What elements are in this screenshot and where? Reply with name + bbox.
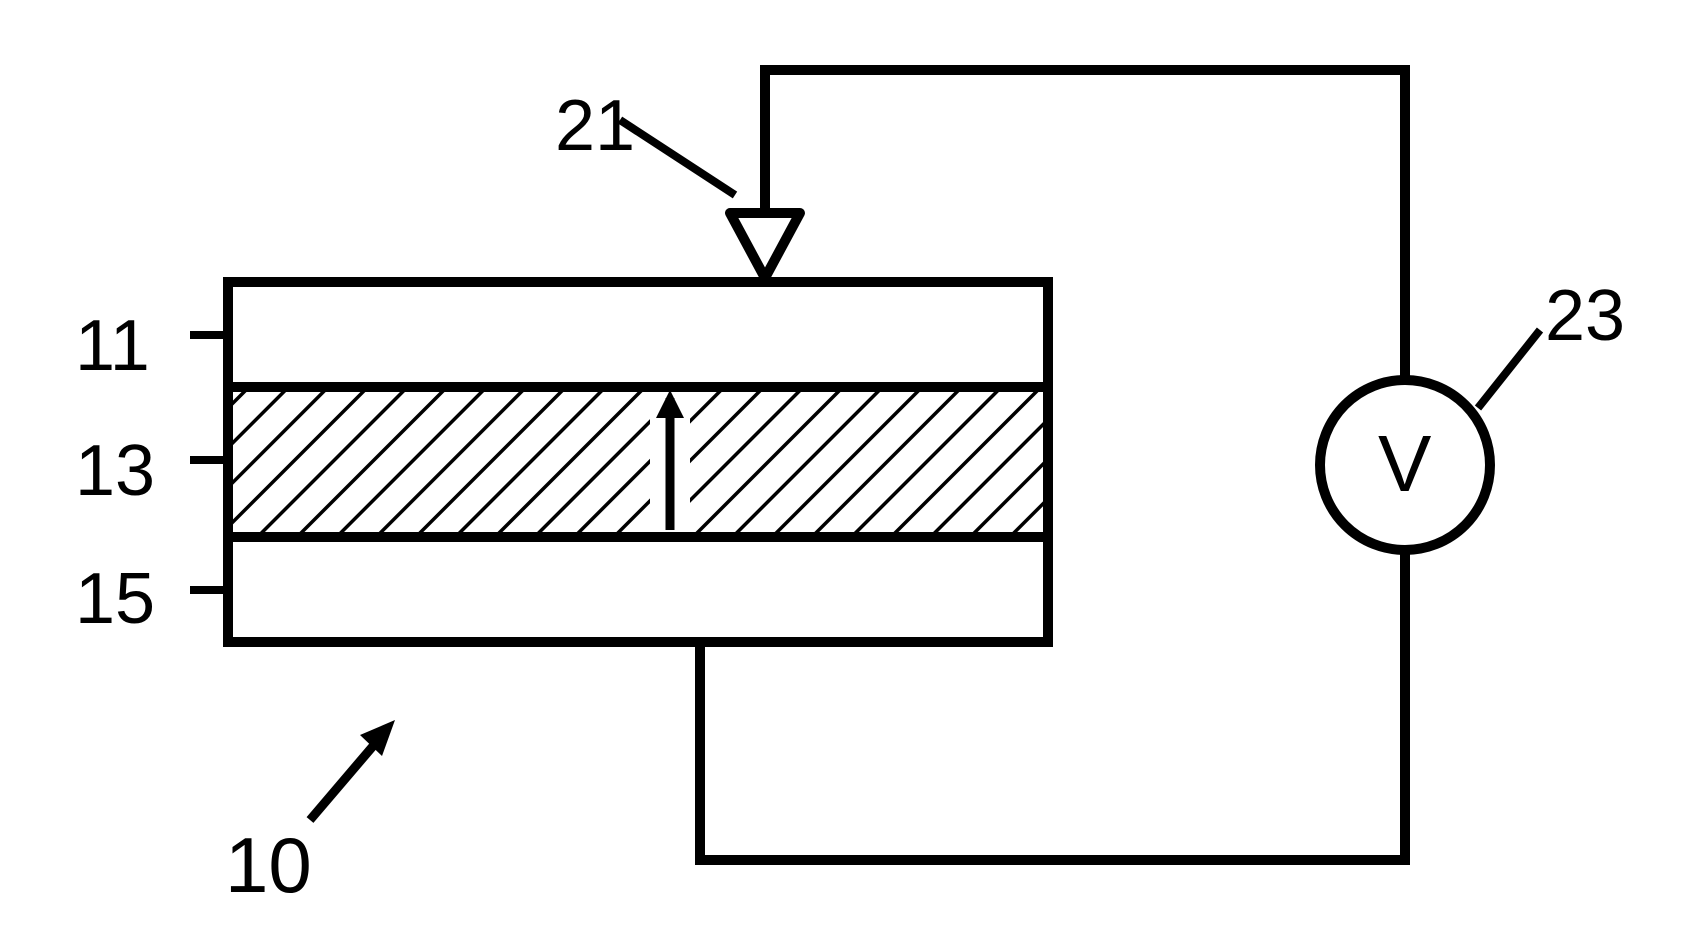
label-11: 11 <box>75 305 150 387</box>
leader-10 <box>310 720 395 820</box>
label-23: 23 <box>1545 275 1625 357</box>
layer-bottom <box>228 537 1048 642</box>
internal-arrow <box>650 390 690 532</box>
label-15: 15 <box>75 558 155 640</box>
layer-top <box>228 282 1048 387</box>
probe-tip <box>730 213 800 278</box>
label-10: 10 <box>225 820 312 911</box>
leader-23 <box>1478 330 1540 408</box>
layer-stack <box>228 282 1048 642</box>
label-21: 21 <box>555 85 635 167</box>
diagram-svg <box>0 0 1689 941</box>
layer-middle <box>228 387 1048 537</box>
voltmeter-label: V <box>1378 418 1431 510</box>
schematic-diagram: 21 23 11 13 15 10 V <box>0 0 1689 941</box>
label-13: 13 <box>75 430 155 512</box>
leader-21 <box>620 120 735 195</box>
